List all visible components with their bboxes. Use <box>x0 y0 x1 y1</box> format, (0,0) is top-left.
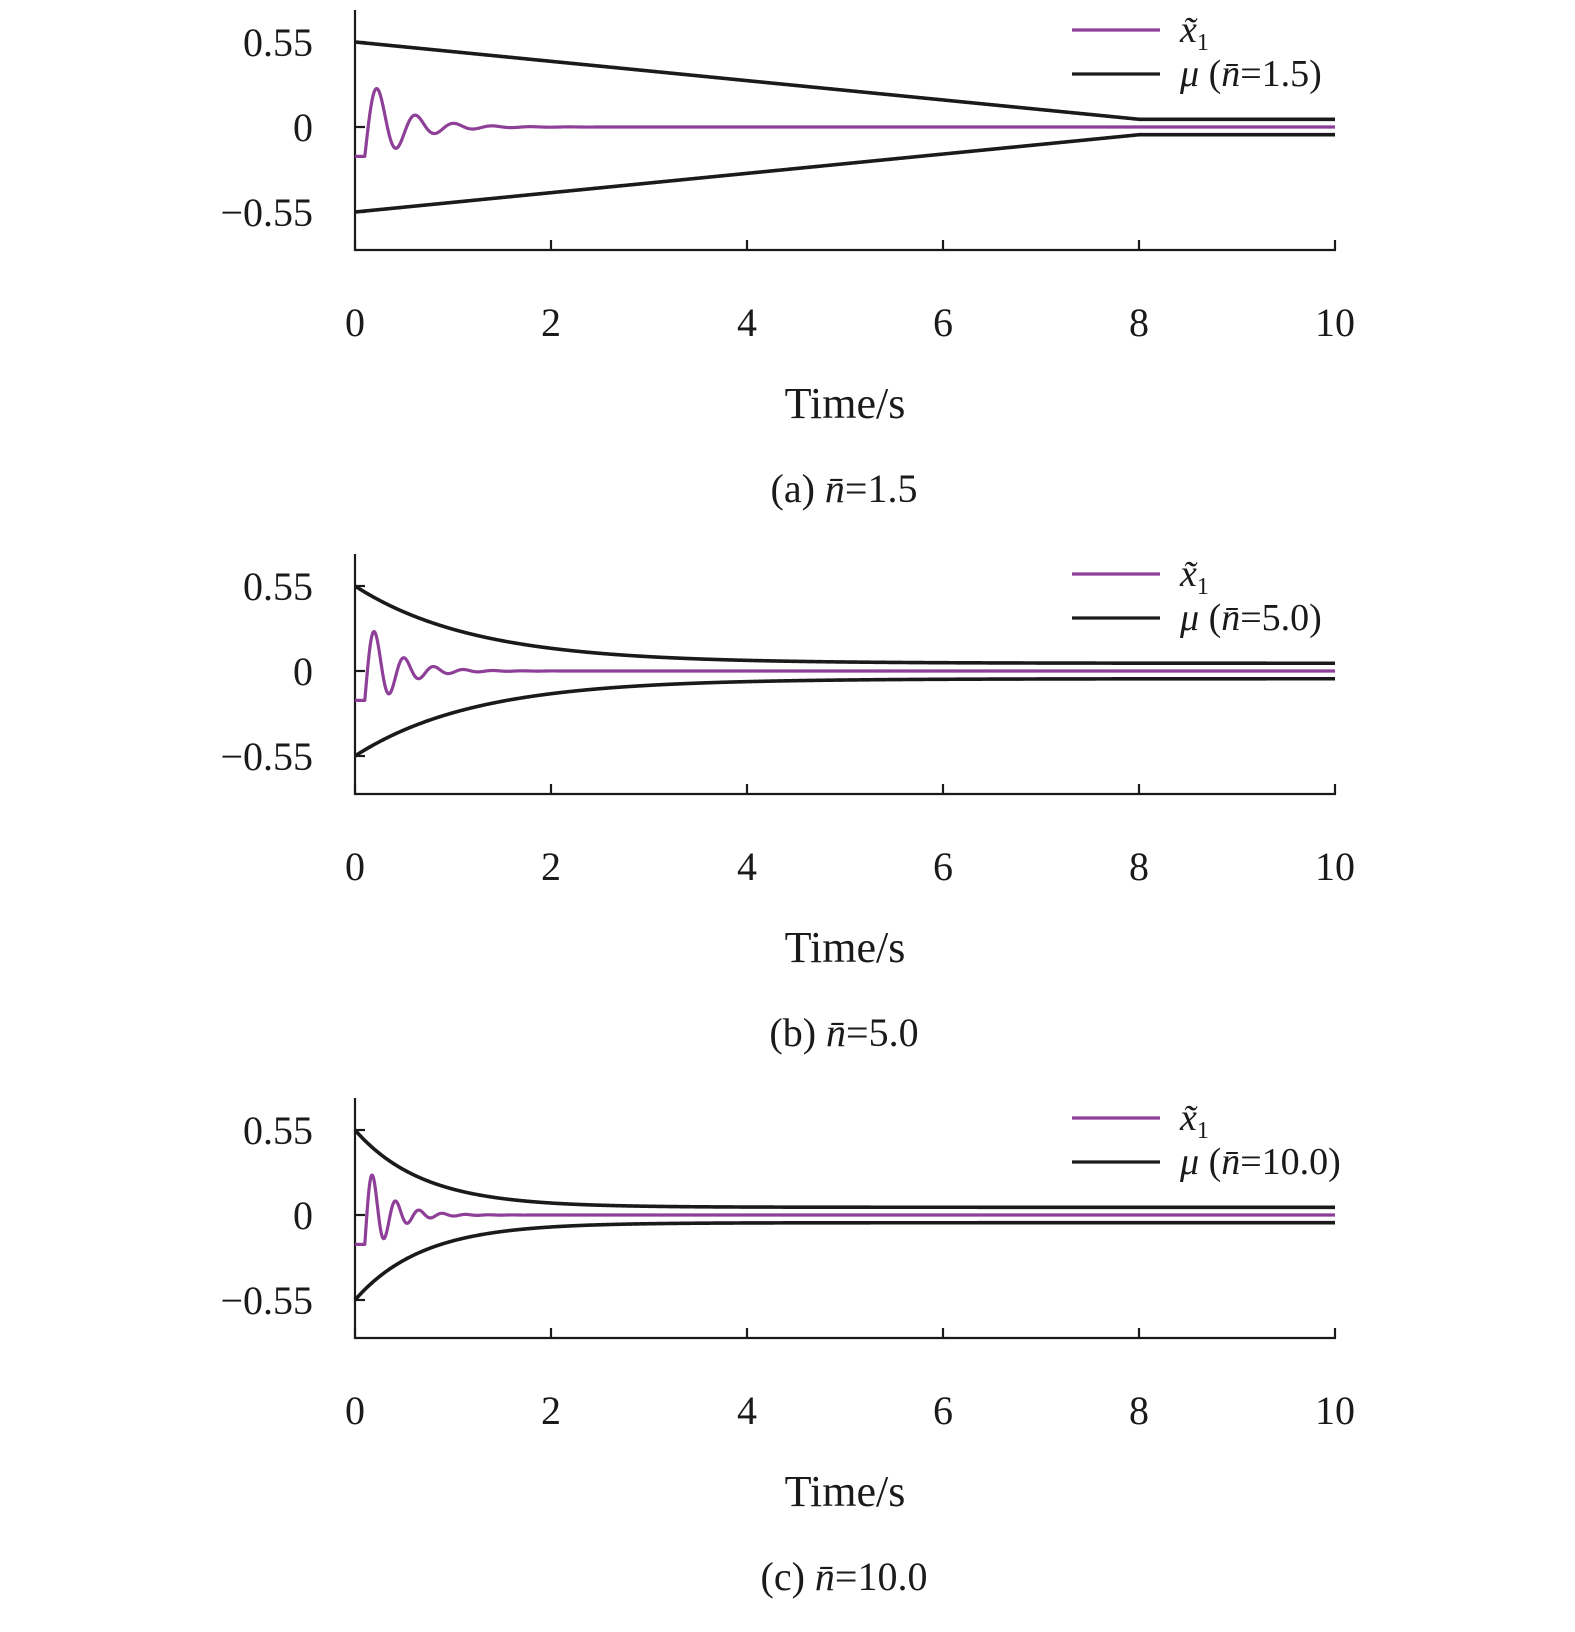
x-tick-label: 10 <box>1315 844 1355 889</box>
y-tick-label: 0 <box>293 1193 313 1238</box>
legend-label-mu: μ (n̄=10.0) <box>1179 1141 1341 1183</box>
x-tick-label: 10 <box>1315 1388 1355 1433</box>
legend-label-x1: x̃1 <box>1179 1097 1209 1144</box>
series-line-x1 <box>354 1173 1336 1246</box>
x-tick-label: 4 <box>737 1388 757 1433</box>
x-tick-label: 6 <box>933 300 953 345</box>
series-line-mu-upper <box>353 1128 1337 1210</box>
series-line-mu-lower <box>353 132 1337 214</box>
x-tick-label: 8 <box>1129 844 1149 889</box>
y-tick-label: 0 <box>293 649 313 694</box>
x-tick-label: 8 <box>1129 300 1149 345</box>
x-tick-label: 6 <box>933 844 953 889</box>
x-tick-label: 0 <box>345 1388 365 1433</box>
legend-label-mu: μ (n̄=1.5) <box>1179 53 1322 95</box>
x-tick-label: 4 <box>737 300 757 345</box>
series-line-mu-lower <box>353 1220 1337 1302</box>
x-tick-label: 8 <box>1129 1388 1149 1433</box>
y-tick-label: 0.55 <box>243 20 313 65</box>
legend-label-x1: x̃1 <box>1179 553 1209 600</box>
x-tick-label: 0 <box>345 300 365 345</box>
series-line-mu-upper <box>353 584 1337 666</box>
chart-svg-c: 0 2 4 6 8 10 0.55 0 −0.55 x̃1μ (n̄=10.0) Time/s (c)… <box>220 1097 1355 1599</box>
panel-caption: (b) n̄=5.0 <box>769 1010 918 1055</box>
chart-panel-a: 0 2 4 6 8 10 0.55 0 −0.55 x̃1 μ (n̄=1.5) Time/s (a) … <box>0 0 1575 544</box>
y-tick-label: −0.55 <box>220 1278 313 1323</box>
x-tick-label: 0 <box>345 844 365 889</box>
chart-svg-a: 0 2 4 6 8 10 0.55 0 −0.55 x̃1μ (n̄=1.5) Time/s (a) … <box>220 9 1355 511</box>
series-line-mu-lower <box>353 676 1337 758</box>
x-tick-label: 10 <box>1315 300 1355 345</box>
y-tick-label: −0.55 <box>220 190 313 235</box>
y-tick-label: −0.55 <box>220 734 313 779</box>
x-tick-label: 2 <box>541 300 561 345</box>
x-tick-label: 2 <box>541 1388 561 1433</box>
series-line-x1 <box>354 629 1336 702</box>
y-tick-label: 0 <box>293 105 313 150</box>
y-tick-label: 0.55 <box>243 564 313 609</box>
series-line-mu-upper <box>353 40 1337 122</box>
x-tick-label: 4 <box>737 844 757 889</box>
legend-label-mu: μ (n̄=5.0) <box>1179 597 1322 639</box>
x-tick-label: 6 <box>933 1388 953 1433</box>
panel-caption: (a) n̄=1.5 <box>771 466 918 511</box>
x-axis-title: Time/s <box>785 923 906 972</box>
x-axis-title: Time/s <box>785 1467 906 1516</box>
y-tick-label: 0.55 <box>243 1108 313 1153</box>
series-line-x1 <box>354 86 1336 158</box>
chart-panel-b: 0 2 4 6 8 10 0.55 0 −0.55 x̃1 μ (n̄=5.0) Time/s (b) … <box>0 544 1575 1088</box>
x-tick-label: 2 <box>541 844 561 889</box>
chart-svg-b: 0 2 4 6 8 10 0.55 0 −0.55 x̃1μ (n̄=5.0) Time/s (b) … <box>220 553 1355 1055</box>
panel-caption: (c) n̄=10.0 <box>761 1554 928 1599</box>
x-axis-title: Time/s <box>785 379 906 428</box>
legend-label-x1: x̃1 <box>1179 9 1209 56</box>
chart-panel-c: 0 2 4 6 8 10 0.55 0 −0.55 x̃1 μ (n̄=10.0) Time/s (c)… <box>0 1088 1575 1632</box>
